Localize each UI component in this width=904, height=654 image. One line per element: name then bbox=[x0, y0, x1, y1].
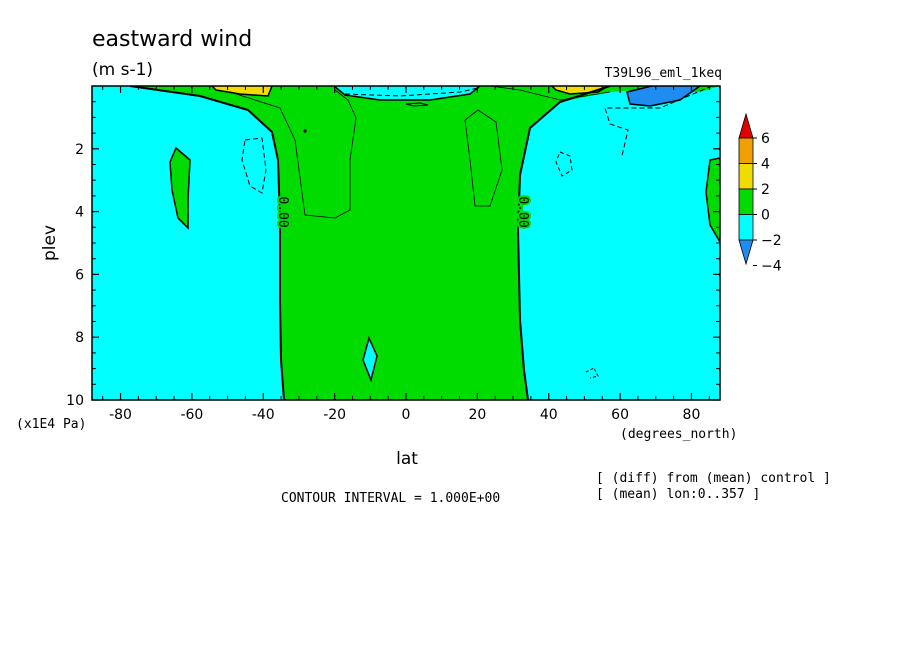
fill-yellow-55s bbox=[212, 86, 272, 96]
colorbar-label: 4 bbox=[761, 157, 770, 173]
contour-upper-negative bbox=[333, 86, 481, 101]
colorbar-label: 2 bbox=[761, 182, 770, 198]
y-tick-label: 4 bbox=[75, 205, 84, 221]
contour-small-eq bbox=[405, 102, 429, 107]
colorbar-label: 0 bbox=[761, 208, 770, 224]
y-tick-label: 10 bbox=[66, 393, 84, 409]
contour-lines bbox=[129, 86, 720, 400]
contour-one-south bbox=[229, 89, 357, 219]
x-tick-label: -20 bbox=[323, 407, 346, 423]
colorbar-box bbox=[738, 214, 754, 241]
zero-contour-north bbox=[516, 86, 611, 400]
colorbar-label: 6 bbox=[761, 131, 770, 147]
colorbar-top-triangle bbox=[738, 112, 754, 139]
x-axis-units: (degrees_north) bbox=[620, 427, 737, 442]
contour-interval: CONTOUR INTERVAL = 1.000E+00 bbox=[281, 491, 500, 506]
experiment-label: T39L96_eml_1keq bbox=[605, 66, 722, 81]
small-dot bbox=[303, 129, 307, 133]
contour-one-north-upper bbox=[489, 86, 611, 101]
contour-blob-88n bbox=[705, 157, 720, 243]
x-axis: -80 -60 -40 -20 0 20 40 60 80 bbox=[102, 86, 710, 423]
x-tick-label: 60 bbox=[611, 407, 629, 423]
fill-blob-88n bbox=[706, 158, 720, 242]
x-tick-label: 0 bbox=[402, 407, 411, 423]
fill-blue-70n bbox=[627, 86, 700, 106]
x-tick-label: -40 bbox=[252, 407, 275, 423]
fill-blob-60s bbox=[170, 148, 190, 228]
y-tick-label: 2 bbox=[75, 142, 84, 158]
contour-dashed-50n-low bbox=[585, 367, 599, 379]
x-tick-label: 40 bbox=[540, 407, 558, 423]
contour-one-north bbox=[464, 109, 503, 207]
contour-yellow-50n bbox=[551, 86, 609, 95]
contour-blob-10s bbox=[362, 335, 378, 383]
colorbar-box bbox=[738, 188, 754, 215]
x-axis-label: lat bbox=[396, 449, 418, 469]
y-axis-units: (x1E4 Pa) bbox=[16, 417, 86, 432]
colorbar-label: −2 bbox=[761, 233, 782, 249]
contour-dashed-upper bbox=[344, 87, 479, 97]
x-tick-label: -60 bbox=[180, 407, 203, 423]
y-axis-label: plev bbox=[40, 225, 60, 261]
colorbar-box bbox=[738, 163, 754, 190]
zero-contour-south bbox=[129, 86, 285, 400]
y-axis: 2 4 6 8 10 bbox=[66, 101, 720, 409]
contour-fills bbox=[92, 86, 720, 400]
contour-yellow-55s bbox=[211, 86, 273, 97]
x-tick-label: 20 bbox=[468, 407, 486, 423]
contour-dashed-40s bbox=[241, 137, 267, 194]
x-tick-label: 80 bbox=[683, 407, 701, 423]
y-tick-label: 8 bbox=[75, 330, 84, 346]
note-diff: [ (diff) from (mean) control ] bbox=[596, 471, 831, 486]
colorbar-box bbox=[738, 137, 754, 164]
contour-dashed-45n bbox=[555, 151, 573, 177]
zero-label-north: 0.00 bbox=[515, 196, 530, 227]
zero-label-south: 0.00 bbox=[275, 196, 290, 227]
colorbar-bottom-triangle bbox=[738, 239, 754, 266]
colorbar: 6 4 2 0 −2 −4 bbox=[738, 112, 782, 275]
fill-tropical-positive bbox=[92, 86, 720, 400]
y-tick-label: 6 bbox=[75, 267, 84, 283]
x-tick-label: -80 bbox=[109, 407, 132, 423]
colorbar-label: −4 bbox=[761, 259, 782, 275]
chart-units: (m s-1) bbox=[92, 60, 153, 80]
note-mean: [ (mean) lon:0..357 ] bbox=[596, 487, 760, 502]
chart-title: eastward wind bbox=[92, 27, 252, 52]
contour-blob-60s bbox=[169, 146, 191, 230]
